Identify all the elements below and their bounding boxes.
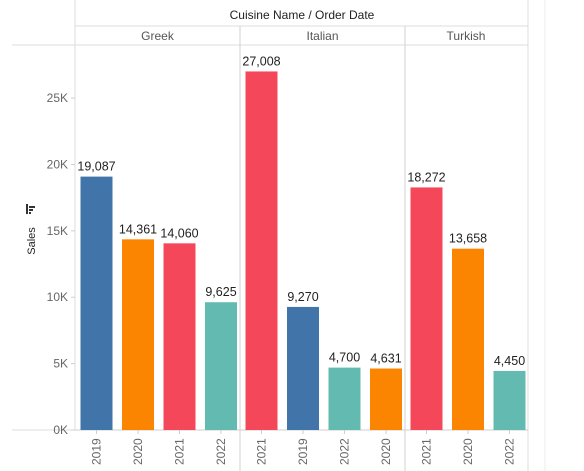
data-label: 14,361 bbox=[119, 222, 157, 236]
bar-greek-2019 bbox=[80, 176, 113, 430]
data-label: 13,658 bbox=[449, 232, 487, 246]
bar-greek-2020 bbox=[122, 239, 154, 430]
x-tick-label: 2021 bbox=[420, 438, 434, 465]
data-label: 14,060 bbox=[160, 226, 198, 240]
y-tick-label: 25K bbox=[47, 91, 68, 105]
x-tick-label: 2022 bbox=[503, 438, 517, 465]
bar-greek-2022 bbox=[205, 302, 237, 430]
x-tick-label: 2020 bbox=[461, 438, 475, 465]
x-tick-label: 2020 bbox=[131, 438, 145, 465]
data-label: 18,272 bbox=[407, 170, 445, 184]
x-tick-label: 2019 bbox=[90, 438, 104, 465]
data-label: 4,450 bbox=[494, 354, 525, 368]
data-label: 19,087 bbox=[77, 160, 115, 174]
y-axis-title-group: Sales bbox=[26, 204, 38, 255]
data-label: 4,631 bbox=[370, 352, 401, 366]
bar-greek-2021 bbox=[163, 243, 196, 430]
pane-header-turkish: Turkish bbox=[447, 29, 486, 43]
data-label: 9,625 bbox=[205, 285, 236, 299]
x-tick-label: 2021 bbox=[255, 438, 269, 465]
bar-turkish-2020 bbox=[452, 248, 484, 430]
pane-header-italian: Italian bbox=[306, 29, 338, 43]
pane-header-greek: Greek bbox=[141, 29, 175, 43]
y-tick-label: 5K bbox=[53, 357, 68, 371]
data-label: 27,008 bbox=[242, 54, 280, 68]
data-label: 4,700 bbox=[329, 351, 360, 365]
chart-title: Cuisine Name / Order Date bbox=[230, 8, 375, 22]
x-tick-label: 2019 bbox=[296, 438, 310, 465]
bar-italian-2022 bbox=[328, 367, 361, 430]
bar-italian-2021 bbox=[245, 71, 278, 430]
bar-italian-2019 bbox=[287, 306, 319, 430]
sort-icon[interactable] bbox=[26, 204, 35, 214]
y-tick-label: 10K bbox=[47, 290, 68, 304]
x-tick-label: 2022 bbox=[214, 438, 228, 465]
bar-turkish-2021 bbox=[410, 187, 443, 430]
bar-turkish-2022 bbox=[493, 370, 526, 430]
data-label: 9,270 bbox=[287, 290, 318, 304]
x-tick-label: 2020 bbox=[379, 438, 393, 465]
x-tick-label: 2021 bbox=[173, 438, 187, 465]
x-tick-label: 2022 bbox=[338, 438, 352, 465]
y-tick-label: 20K bbox=[47, 157, 68, 171]
y-tick-label: 0K bbox=[53, 423, 68, 437]
y-tick-label: 15K bbox=[47, 224, 68, 238]
bar-italian-2020 bbox=[370, 368, 402, 430]
y-axis-title: Sales bbox=[26, 227, 38, 255]
